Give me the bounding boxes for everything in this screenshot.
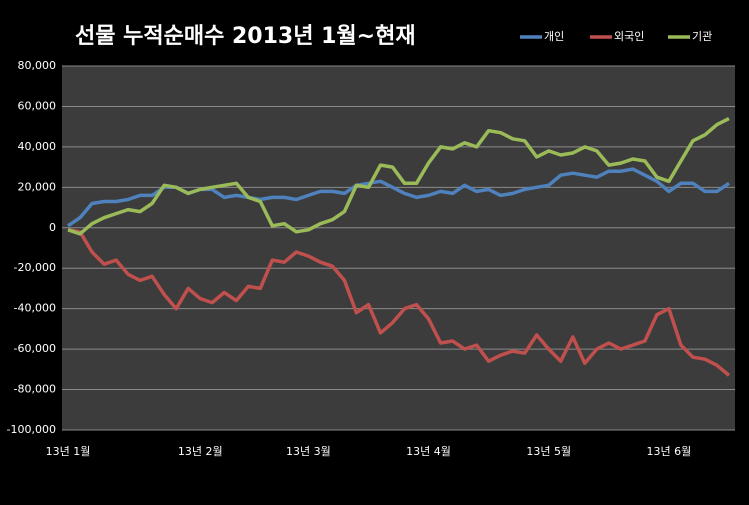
series-line: [67, 117, 730, 236]
legend-label: 기관: [692, 30, 712, 43]
x-tick-label: 13년 4월: [406, 445, 451, 458]
y-tick-label: 80,000: [18, 59, 57, 72]
y-tick-label: -80,000: [14, 383, 56, 396]
y-tick-label: 60,000: [18, 99, 57, 112]
y-tick-label: -40,000: [14, 302, 56, 315]
series-line: [67, 228, 731, 377]
x-tick-label: 13년 6월: [647, 445, 692, 458]
x-tick-label: 13년 3월: [286, 445, 331, 458]
y-tick-label: 0: [49, 221, 56, 234]
y-tick-label: 20,000: [18, 180, 57, 193]
x-tick-label: 13년 5월: [526, 445, 571, 458]
y-tick-label: -100,000: [7, 423, 56, 436]
plot-area: [62, 66, 735, 430]
legend-label: 개인: [544, 30, 564, 43]
legend-label: 외국인: [614, 30, 644, 43]
y-tick-label: -60,000: [14, 342, 56, 355]
y-tick-label: 40,000: [18, 140, 57, 153]
x-tick-label: 13년 1월: [46, 445, 91, 458]
chart-title: 선물 누적순매수 2013년 1월~현재: [75, 24, 416, 49]
x-tick-label: 13년 2월: [178, 445, 223, 458]
y-tick-label: -20,000: [14, 261, 56, 274]
